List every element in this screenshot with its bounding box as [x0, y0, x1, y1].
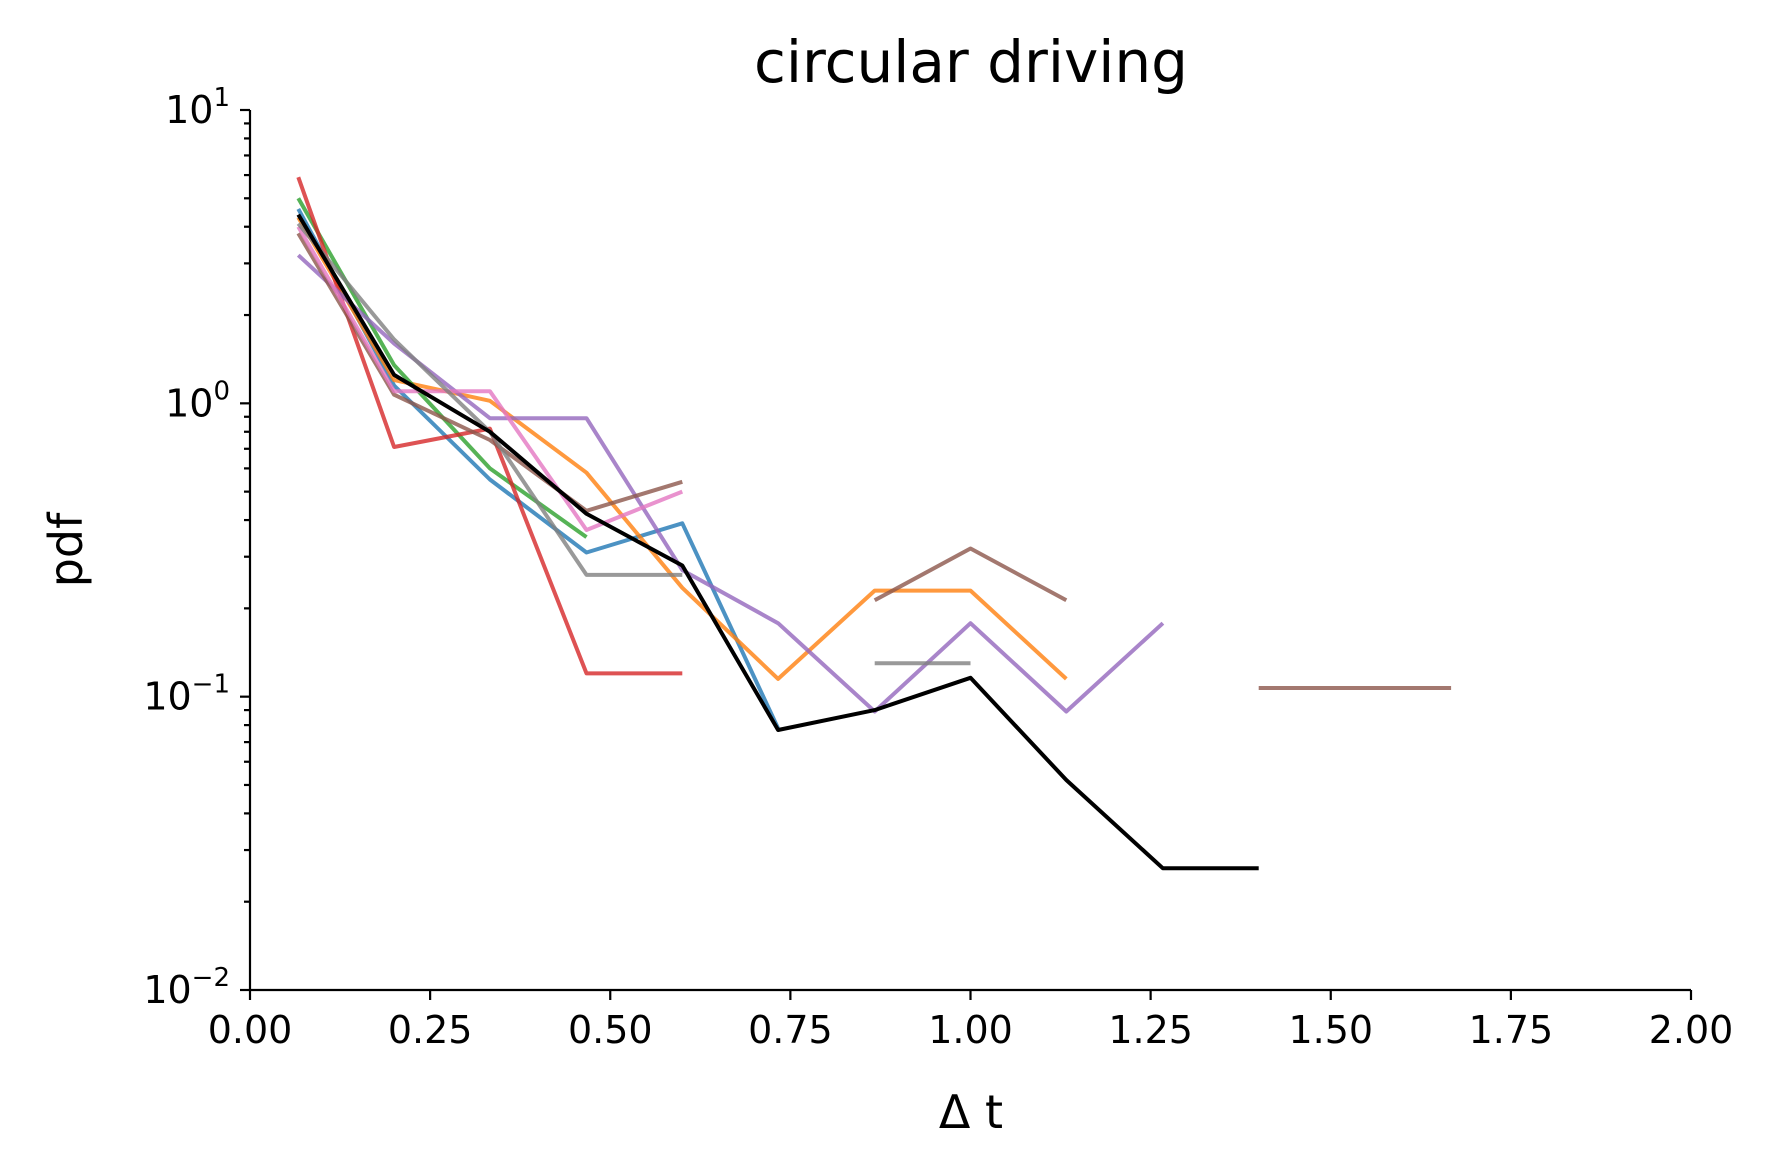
y-tick-label-0: 10−2	[143, 963, 230, 1012]
series-line-4	[296, 253, 1165, 714]
x-tick-label-2: 0.50	[568, 1008, 653, 1052]
series-line-1	[296, 216, 1068, 681]
series-line-3	[296, 176, 683, 676]
x-tick-label-8: 2.00	[1649, 1008, 1734, 1052]
y-tick-label-3: 101	[165, 83, 230, 132]
y-axis-label: pdf	[39, 511, 93, 587]
series-line-8	[296, 225, 684, 532]
x-tick-label-1: 0.25	[388, 1008, 473, 1052]
series-line-0	[296, 207, 780, 730]
chart-title: circular driving	[754, 28, 1188, 96]
x-axis-ticks: 0.00 0.25 0.50 0.75 1.00 1.25 1.50 1.75 2.00	[208, 990, 1734, 1052]
x-tick-label-7: 1.75	[1469, 1008, 1554, 1052]
x-tick-label-6: 1.50	[1288, 1008, 1373, 1052]
x-tick-label-5: 1.25	[1108, 1008, 1193, 1052]
x-axis-label: Δ t	[939, 1085, 1003, 1139]
x-tick-label-4: 1.00	[928, 1008, 1013, 1052]
x-tick-label-3: 0.75	[748, 1008, 833, 1052]
y-axis-ticks: 10−2 10−1 100 101	[143, 83, 250, 1012]
series-line-6	[873, 546, 1068, 603]
y-tick-label-1: 10−1	[143, 670, 230, 719]
series-layer	[296, 176, 1452, 871]
x-tick-label-0: 0.00	[208, 1008, 293, 1052]
y-tick-label-2: 100	[165, 376, 230, 425]
series-line-2	[296, 197, 588, 539]
series-line-11	[296, 213, 1259, 871]
series-line-5	[296, 232, 683, 513]
